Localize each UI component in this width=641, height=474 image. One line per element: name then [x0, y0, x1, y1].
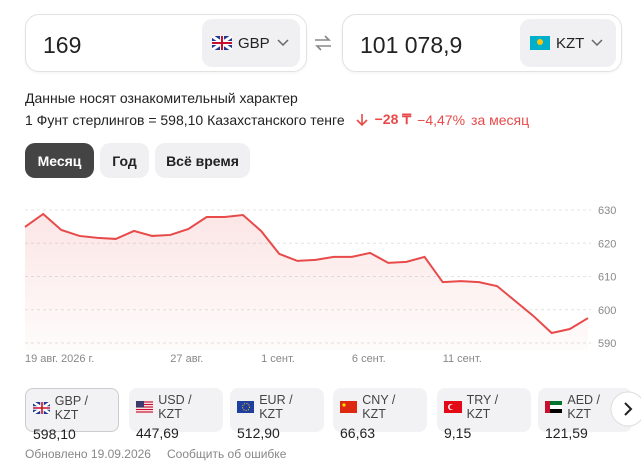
pair-rate: 447,69: [136, 425, 179, 441]
pair-head: EUR / KZT: [237, 393, 317, 421]
pair-name: GBP / KZT: [54, 394, 88, 422]
to-amount[interactable]: 101 078,9: [360, 32, 463, 58]
pair-name: CNY / KZT: [362, 393, 396, 421]
chevron: [591, 39, 603, 47]
area: [25, 213, 588, 350]
disclaimer: Данные носят ознакомительный характер: [25, 90, 298, 106]
pair-head: TRY / KZT: [444, 393, 524, 421]
rate-line: 1 Фунт стерлингов = 598,10 Казахстанског…: [25, 111, 529, 128]
tab[interactable]: Месяц: [25, 143, 94, 178]
flag: [212, 36, 232, 50]
swap-icon[interactable]: [313, 34, 333, 52]
pair-card[interactable]: EUR / KZT 512,90: [230, 388, 324, 441]
y-tick-label: 590: [598, 338, 616, 350]
x-tick-label: 19 авг. 2026 г.: [25, 353, 94, 365]
currency-code: GBP: [238, 34, 270, 52]
report-link[interactable]: Сообщить об ошибке: [167, 447, 287, 461]
y-tick-label: 600: [598, 305, 616, 317]
pair-card[interactable]: USD / KZT 447,69: [129, 388, 223, 441]
flag: [530, 36, 550, 50]
pair-head: AED / KZT: [545, 393, 625, 421]
x-tick-label: 27 авг.: [170, 353, 203, 365]
chevron: [277, 39, 289, 47]
pair-name: AED / KZT: [567, 393, 601, 421]
to-currency[interactable]: KZT: [520, 19, 616, 67]
flag: [136, 401, 154, 413]
down-arrow: [356, 113, 368, 126]
y-tick-label: 610: [598, 272, 616, 284]
pair-head: CNY / KZT: [340, 393, 420, 421]
chart: 590 600 610 620 630 19 авг. 2026 г. 27 авг. 1 с…: [24, 205, 616, 365]
pair-head: GBP / KZT: [33, 394, 111, 422]
pair-card[interactable]: CNY / KZT 66,63: [333, 388, 427, 441]
from-currency[interactable]: GBP: [202, 19, 300, 67]
next-button[interactable]: [610, 391, 641, 427]
x-tick-label: 11 сент.: [443, 353, 482, 365]
flag: [444, 401, 462, 413]
pair-rate: 512,90: [237, 425, 280, 441]
x-tick-label: 6 сент.: [352, 353, 386, 365]
pair-name: EUR / KZT: [259, 393, 293, 421]
flag: [237, 401, 255, 413]
pair-rate: 66,63: [340, 425, 376, 441]
pair-head: USD / KZT: [136, 393, 216, 421]
flag: [340, 401, 358, 413]
change-pct: −4,47%: [417, 111, 466, 128]
from-box: 169 GBP: [25, 14, 307, 72]
line: [24, 212, 589, 335]
pair-rate: 9,15: [444, 425, 472, 441]
rate: 1 Фунт стерлингов = 598,10 Казахстанског…: [25, 111, 345, 128]
y-tick-label: 630: [598, 205, 616, 217]
flag: [33, 402, 50, 414]
from-amount[interactable]: 169: [43, 32, 82, 58]
y-tick-label: 620: [598, 238, 616, 250]
x-tick-label: 1 сент.: [261, 353, 295, 365]
updated: Обновлено 19.09.2026: [25, 447, 151, 461]
flag: [545, 401, 563, 413]
pair-rate: 598,10: [33, 426, 76, 442]
pair-card[interactable]: TRY / KZT 9,15: [437, 388, 531, 441]
pair-card[interactable]: GBP / KZT 598,10: [25, 388, 119, 442]
change-abs: −28 ₸: [374, 111, 412, 127]
pair-name: TRY / KZT: [466, 393, 499, 421]
tab[interactable]: Всё время: [155, 143, 250, 178]
tab[interactable]: Год: [100, 143, 149, 178]
pair-rate: 121,59: [545, 425, 588, 441]
change-period: за месяц: [471, 111, 530, 128]
currency-code: KZT: [556, 34, 585, 52]
to-box: 101 078,9 KZT: [342, 14, 622, 72]
pair-name: USD / KZT: [158, 393, 192, 421]
